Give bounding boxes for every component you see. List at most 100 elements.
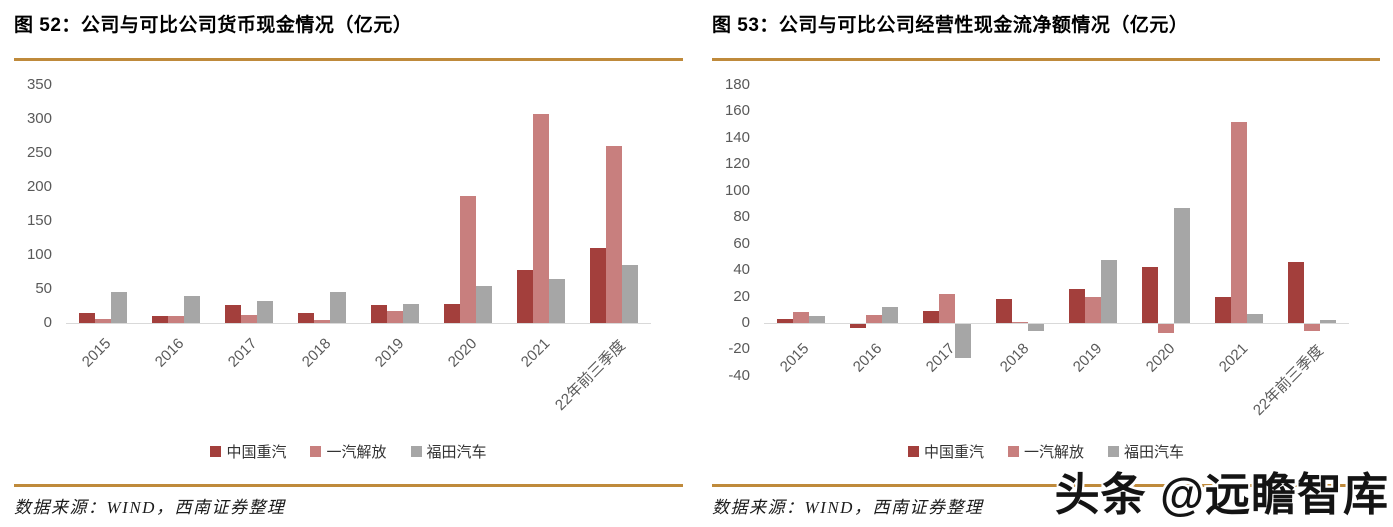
x-axis-label-text: 2018 — [298, 335, 334, 371]
legend-swatch — [907, 446, 919, 457]
bar-福田汽车-2018 — [1027, 324, 1044, 331]
y-axis-tick: 250 — [26, 144, 52, 161]
legend-swatch — [210, 446, 222, 457]
bar-中国重汽-2021 — [1215, 296, 1232, 323]
source-divider — [14, 484, 683, 487]
legend-item-中国重汽: 中国重汽 — [907, 441, 984, 462]
x-axis-label-text: 2019 — [1069, 340, 1106, 376]
bar-中国重汽-2020 — [1142, 267, 1159, 323]
x-axis-label-text: 2015 — [776, 340, 813, 376]
legend-swatch — [310, 446, 322, 457]
x-axis-label-text: 2016 — [850, 340, 886, 376]
x-axis-label-text: 2017 — [225, 335, 261, 371]
bar-一汽解放-2019 — [387, 311, 404, 323]
bar-福田汽车-2016 — [881, 307, 898, 323]
legend-swatch — [1007, 446, 1019, 457]
chart-52-plot: 350 300 250 200 150 100 50 0 2015 2016 2017 2018 201… — [14, 70, 683, 435]
y-axis-tick: -40 — [728, 366, 750, 384]
bar-一汽解放-2020 — [1158, 324, 1175, 334]
bar-一汽解放-2018 — [1011, 321, 1028, 323]
legend-label: 中国重汽 — [923, 444, 984, 461]
y-axis-tick: 80 — [733, 208, 750, 226]
y-axis-tick: -20 — [728, 340, 750, 358]
y-axis-tick: 60 — [733, 234, 750, 252]
bar-中国重汽-2015 — [78, 312, 95, 323]
chart-52-legend: 中国重汽 一汽解放 福田汽车 — [14, 441, 683, 462]
x-axis-line — [764, 323, 1349, 324]
source-divider — [712, 484, 1380, 487]
bar-一汽解放-22年前三季度 — [606, 146, 623, 323]
bar-一汽解放-2021 — [533, 114, 550, 323]
chart-53-plot: 180 160 140 120 100 80 60 40 20 0 -20 -40 2015 2016 20… — [712, 70, 1380, 435]
legend-label: 福田汽车 — [1124, 444, 1185, 461]
y-axis-tick: 50 — [35, 280, 52, 297]
y-axis-tick: 100 — [26, 246, 52, 263]
bar-一汽解放-2016 — [167, 316, 184, 323]
bar-福田汽车-2020 — [1174, 207, 1191, 323]
y-axis-tick: 150 — [26, 212, 52, 229]
bar-中国重汽-2018 — [995, 299, 1012, 323]
legend-label: 一汽解放 — [1023, 444, 1084, 461]
figure-52: 图 52：公司与可比公司货币现金情况（亿元） 350 300 250 200 150 10… — [14, 0, 683, 527]
x-axis-label-text: 22年前三季度 — [551, 337, 629, 414]
legend-item-中国重汽: 中国重汽 — [210, 441, 286, 462]
bar-一汽解放-22年前三季度 — [1304, 324, 1321, 331]
y-axis-tick: 0 — [43, 314, 52, 331]
bar-福田汽车-2021 — [549, 278, 566, 323]
x-axis-label-text: 2021 — [517, 335, 554, 371]
bar-福田汽车-2015 — [808, 316, 825, 323]
x-axis-label-text: 2016 — [152, 335, 188, 371]
bar-福田汽车-2017 — [954, 324, 971, 359]
y-axis-tick: 0 — [741, 314, 750, 331]
bar-福田汽车-2016 — [183, 295, 200, 323]
x-axis-label-text: 2020 — [1142, 340, 1179, 376]
x-axis-label-text: 2015 — [78, 335, 115, 371]
bar-福田汽车-22年前三季度 — [622, 265, 639, 323]
bar-福田汽车-2019 — [403, 303, 420, 323]
y-axis-tick: 120 — [724, 155, 750, 173]
bar-中国重汽-2017 — [224, 305, 241, 323]
bar-一汽解放-2017 — [240, 314, 257, 323]
figure-52-title: 图 52：公司与可比公司货币现金情况（亿元） — [14, 15, 413, 36]
bar-福田汽车-2021 — [1247, 313, 1264, 323]
bar-中国重汽-2019 — [371, 305, 388, 323]
bar-一汽解放-2015 — [792, 312, 809, 323]
legend-label: 一汽解放 — [326, 444, 387, 461]
bar-福田汽车-22年前三季度 — [1320, 320, 1337, 323]
chart-53-legend: 中国重汽 一汽解放 福田汽车 — [712, 441, 1380, 462]
y-axis-tick: 350 — [26, 76, 52, 93]
source-note: 数据来源：WIND，西南证券整理 — [712, 498, 984, 517]
bar-福田汽车-2018 — [329, 291, 346, 323]
x-axis-label-text: 2020 — [444, 335, 481, 371]
y-axis-tick: 200 — [26, 178, 52, 195]
bar-中国重汽-2021 — [517, 269, 534, 323]
bar-中国重汽-2018 — [297, 313, 314, 323]
bar-中国重汽-2016 — [151, 316, 168, 323]
legend-swatch — [410, 446, 422, 457]
legend-swatch — [1108, 446, 1119, 457]
bar-中国重汽-2019 — [1069, 288, 1086, 323]
y-axis-tick: 180 — [724, 76, 750, 93]
bar-一汽解放-2020 — [460, 195, 477, 323]
legend-item-一汽解放: 一汽解放 — [1007, 441, 1084, 462]
bar-中国重汽-2020 — [444, 303, 461, 323]
legend-label: 福田汽车 — [426, 444, 487, 461]
bar-中国重汽-2016 — [849, 324, 866, 328]
y-axis-tick: 20 — [733, 287, 750, 305]
bar-福田汽车-2019 — [1101, 259, 1118, 323]
y-axis-tick: 300 — [26, 110, 52, 127]
bar-中国重汽-2015 — [776, 319, 793, 323]
legend-item-福田汽车: 福田汽车 — [410, 441, 487, 462]
x-axis-label-text: 2021 — [1215, 340, 1252, 376]
y-axis-tick: 40 — [733, 261, 750, 279]
bar-一汽解放-2018 — [313, 320, 330, 323]
bar-一汽解放-2015 — [94, 318, 111, 323]
y-axis-tick: 100 — [724, 181, 750, 199]
bar-一汽解放-2017 — [938, 293, 955, 323]
figure-53: 图 53：公司与可比公司经营性现金流净额情况（亿元） 180 160 140 120 1… — [712, 0, 1380, 527]
bar-一汽解放-2019 — [1085, 296, 1102, 323]
bar-中国重汽-22年前三季度 — [590, 247, 607, 323]
source-note: 数据来源：WIND，西南证券整理 — [14, 498, 286, 517]
x-axis-label-text: 2019 — [371, 335, 408, 371]
